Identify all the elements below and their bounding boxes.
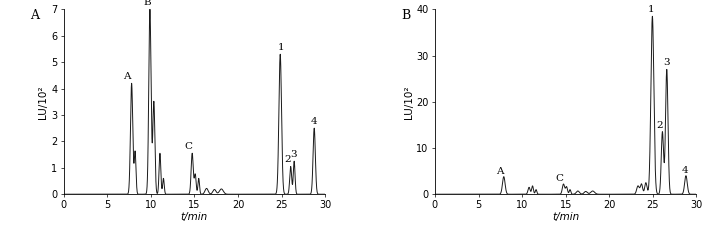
Text: 4: 4: [310, 117, 317, 126]
Text: 3: 3: [291, 150, 297, 159]
Y-axis label: LU/10²: LU/10²: [404, 85, 414, 119]
Text: B: B: [143, 0, 151, 7]
Text: 2: 2: [656, 121, 662, 130]
Text: A: A: [496, 167, 503, 176]
Text: A: A: [30, 9, 39, 22]
X-axis label: t/min: t/min: [552, 212, 579, 222]
Text: C: C: [555, 174, 563, 183]
Text: 3: 3: [663, 58, 670, 67]
Text: 1: 1: [277, 43, 284, 52]
Text: A: A: [124, 72, 131, 81]
Text: 2: 2: [284, 155, 291, 164]
Text: C: C: [185, 142, 192, 151]
Text: 4: 4: [682, 166, 689, 175]
Text: 1: 1: [648, 5, 655, 14]
Y-axis label: LU/10²: LU/10²: [38, 85, 48, 119]
X-axis label: t/min: t/min: [181, 212, 208, 222]
Text: B: B: [401, 9, 410, 22]
